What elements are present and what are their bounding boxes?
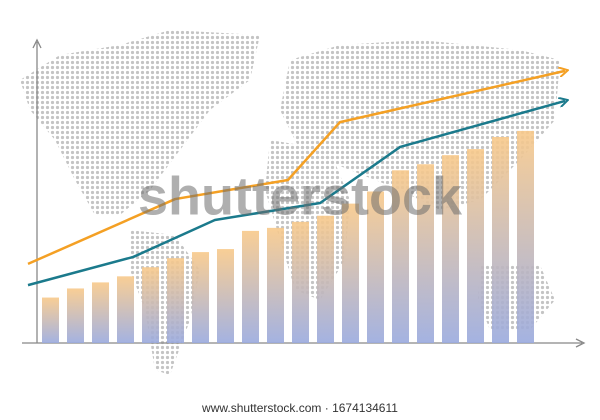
- world-map: [20, 30, 560, 375]
- bar: [117, 276, 134, 343]
- bar: [67, 288, 84, 343]
- bar: [142, 267, 159, 343]
- bar: [167, 258, 184, 343]
- bar: [517, 130, 534, 343]
- bar: [442, 155, 459, 343]
- bar: [317, 215, 334, 343]
- x-axis-arrow: [575, 338, 586, 348]
- bar: [342, 203, 359, 343]
- bar: [492, 136, 509, 343]
- watermark: shutterstock: [138, 166, 463, 226]
- line: [27, 71, 565, 266]
- bar: [417, 164, 434, 343]
- bar: [467, 149, 484, 343]
- footer: www.shutterstock.com · 1674134611: [201, 401, 398, 415]
- bar: [192, 252, 209, 343]
- bar: [242, 230, 259, 343]
- bar: [392, 170, 409, 343]
- bar: [217, 249, 234, 343]
- y-axis-arrow: [32, 38, 42, 49]
- bar: [292, 221, 309, 343]
- bar: [367, 191, 384, 343]
- bar: [267, 227, 284, 343]
- bar: [42, 297, 59, 343]
- line: [27, 101, 565, 287]
- bar: [92, 282, 109, 343]
